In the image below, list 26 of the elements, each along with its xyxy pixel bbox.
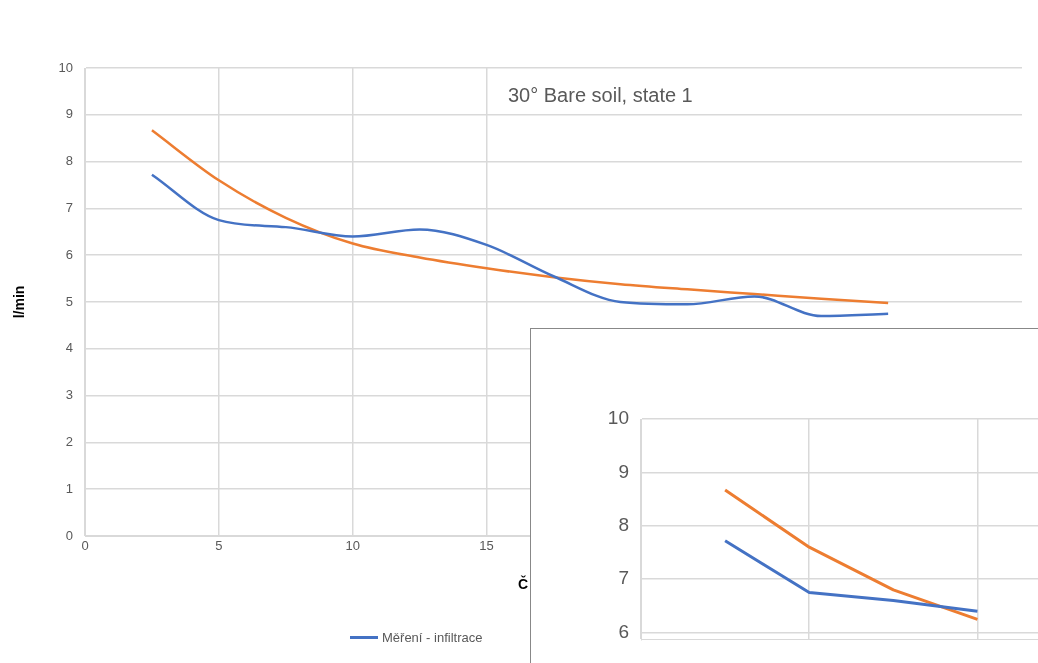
x-tick-label: 5 (215, 538, 223, 554)
line-series (150, 173, 890, 318)
legend-label: Měření - infiltrace (382, 630, 483, 645)
y-tick-label: 9 (618, 460, 629, 482)
y-tick-label: 5 (65, 293, 73, 309)
y-tick-label: 6 (618, 620, 629, 642)
y-tick-label: 7 (618, 567, 629, 589)
y-tick-label: 2 (65, 433, 73, 449)
y-tick-label: 1 (65, 480, 73, 496)
x-axis-title: Č (517, 574, 529, 592)
y-tick-label: 9 (65, 106, 73, 122)
x-tick-label: 15 (479, 538, 494, 554)
y-tick-label: 0 (65, 527, 73, 543)
y-tick-label: 8 (618, 514, 629, 536)
y-tick-label: 6 (65, 246, 73, 262)
y-tick-label: 10 (607, 407, 629, 429)
y-tick-label: 7 (65, 199, 73, 215)
line-series (150, 128, 890, 305)
y-tick-label: 8 (65, 153, 73, 169)
y-tick-label: 4 (65, 340, 73, 356)
y-tick-label: 3 (65, 387, 73, 403)
y-axis-title: l/min (11, 285, 28, 319)
text: 30° Bare soil, state 1 (507, 83, 693, 106)
x-tick-label: 0 (81, 538, 89, 554)
y-tick-label: 10 (58, 59, 73, 75)
x-tick-label: 10 (345, 538, 360, 554)
